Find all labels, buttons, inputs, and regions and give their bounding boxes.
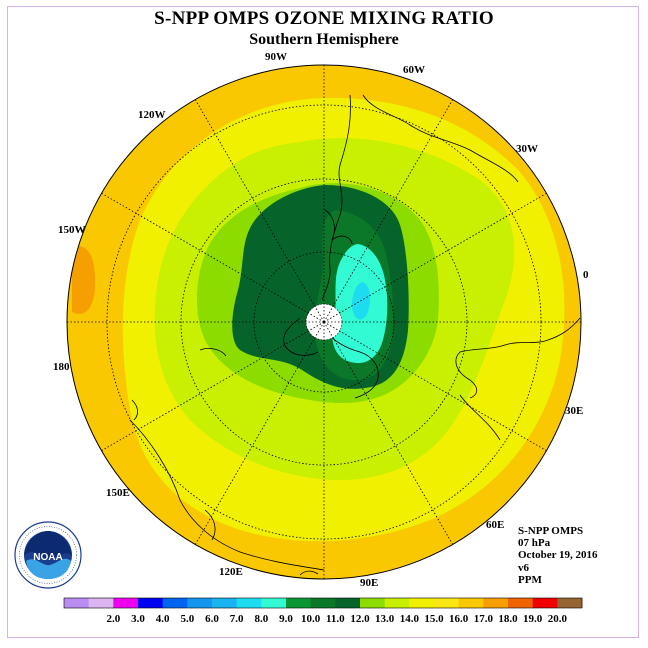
info-date: October 19, 2016: [518, 549, 598, 562]
label-lon-60w: 60W: [403, 64, 425, 76]
info-instrument: S-NPP OMPS: [518, 525, 584, 537]
label-lon-30w: 30W: [516, 143, 538, 155]
label-lon-120w: 120W: [138, 109, 166, 121]
label-lon-60e: 60E: [486, 519, 504, 531]
info-units: PPM: [518, 573, 542, 586]
info-level: 07 hPa: [518, 537, 551, 550]
coastlines: [129, 94, 581, 576]
label-lon-150w: 150W: [58, 224, 86, 236]
longitude-labels: 0 30W 60W 90W 120W 150W 180 150E 120E 90…: [53, 51, 589, 589]
info-block: S-NPP OMPS 07 hPa October 19, 2016 v6 PP…: [518, 525, 598, 586]
label-lon-150e: 150E: [106, 487, 130, 499]
info-version: v6: [518, 561, 529, 574]
label-lon-90e: 90E: [360, 577, 378, 589]
globe-outline: [66, 64, 582, 580]
page-subtitle: Southern Hemisphere: [249, 31, 399, 48]
label-lon-180: 180: [53, 361, 70, 373]
label-lon-120e: 120E: [219, 566, 243, 578]
graticule: [67, 65, 581, 579]
logo-text: NOAA: [33, 552, 62, 563]
page-frame: [7, 6, 639, 638]
noaa-logo: NOAA: [14, 521, 82, 589]
label-lon-30e: 30E: [565, 405, 583, 417]
label-lon-90w: 90W: [265, 51, 287, 63]
label-lon-0: 0: [583, 269, 589, 281]
page-title: S-NPP OMPS OZONE MIXING RATIO: [154, 8, 494, 29]
